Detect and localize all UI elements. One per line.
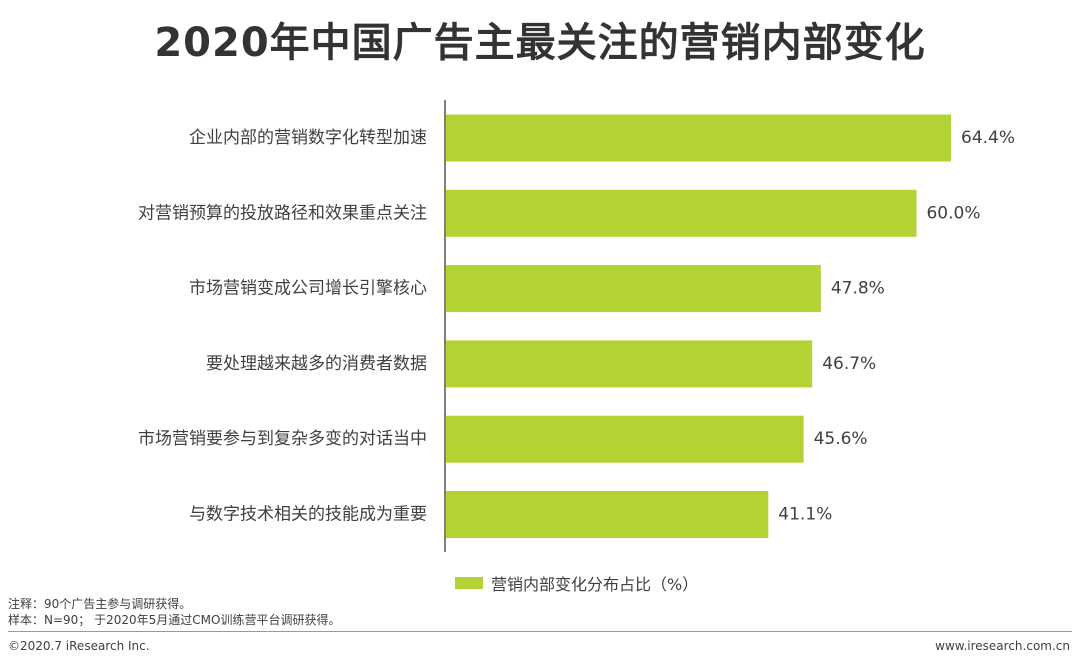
category-label: 市场营销变成公司增长引擎核心 <box>189 279 427 299</box>
legend: 营销内部变化分布占比（%） <box>455 571 698 595</box>
sample-line: 样本：N=90； 于2020年5月通过CMO训练营平台调研获得。 <box>8 613 341 627</box>
bar <box>446 265 821 313</box>
website: www.iresearch.com.cn <box>935 639 1070 653</box>
bar <box>446 114 951 162</box>
bar-chart: 企业内部的营销数字化转型加速 64.4% 对营销预算的投放路径和效果重点关注 60.0… <box>138 100 1015 552</box>
legend-swatch <box>455 577 483 589</box>
bar <box>446 415 804 463</box>
bar <box>446 491 769 538</box>
bar <box>446 340 813 388</box>
category-label: 要处理越来越多的消费者数据 <box>206 354 427 374</box>
category-label: 企业内部的营销数字化转型加速 <box>189 128 427 148</box>
category-label: 市场营销要参与到复杂多变的对话当中 <box>138 429 427 449</box>
note-line: 注释：90个广告主参与调研获得。 <box>8 597 192 611</box>
legend-label: 营销内部变化分布占比（%） <box>491 575 699 594</box>
value-label: 60.0% <box>926 203 980 223</box>
value-label: 47.8% <box>831 279 885 299</box>
category-label: 对营销预算的投放路径和效果重点关注 <box>138 203 427 223</box>
value-label: 64.4% <box>961 128 1015 148</box>
chart-title: 2020年中国广告主最关注的营销内部变化 <box>154 20 926 66</box>
category-label: 与数字技术相关的技能成为重要 <box>189 505 427 525</box>
footer-divider <box>8 631 1072 632</box>
copyright: ©2020.7 iResearch Inc. <box>8 639 150 653</box>
value-label: 46.7% <box>822 354 876 374</box>
value-label: 45.6% <box>814 429 868 449</box>
bar <box>446 189 917 237</box>
notes: 注释：90个广告主参与调研获得。 样本：N=90； 于2020年5月通过CMO训… <box>8 596 340 628</box>
value-label: 41.1% <box>778 505 832 525</box>
